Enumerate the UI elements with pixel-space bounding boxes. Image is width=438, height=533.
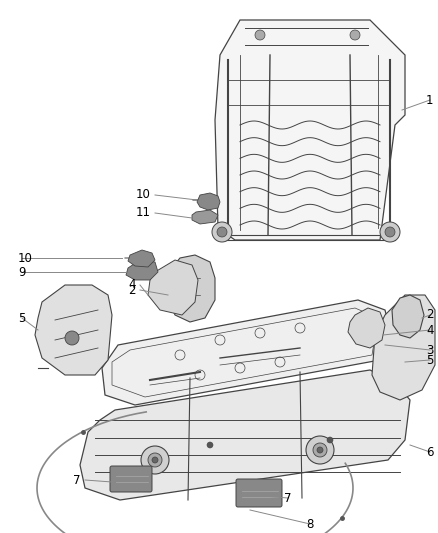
Circle shape (212, 222, 232, 242)
Polygon shape (168, 255, 215, 322)
FancyBboxPatch shape (110, 466, 152, 492)
Polygon shape (348, 308, 385, 348)
Polygon shape (392, 295, 424, 338)
Circle shape (380, 222, 400, 242)
Polygon shape (102, 300, 390, 405)
Circle shape (217, 227, 227, 237)
Polygon shape (148, 260, 198, 315)
Circle shape (327, 437, 333, 443)
Circle shape (207, 442, 213, 448)
Circle shape (152, 457, 158, 463)
Polygon shape (128, 250, 155, 267)
Polygon shape (197, 193, 220, 210)
Circle shape (313, 443, 327, 457)
Polygon shape (372, 295, 435, 400)
Text: 2: 2 (426, 309, 434, 321)
Circle shape (141, 446, 169, 474)
Circle shape (306, 436, 334, 464)
Circle shape (350, 30, 360, 40)
Text: 1: 1 (426, 93, 434, 107)
Circle shape (148, 453, 162, 467)
Text: 5: 5 (426, 353, 433, 367)
Text: 5: 5 (18, 311, 25, 325)
Text: 2: 2 (128, 284, 136, 296)
Circle shape (65, 331, 79, 345)
Text: 3: 3 (426, 343, 433, 357)
Text: 10: 10 (136, 189, 151, 201)
Text: 9: 9 (18, 265, 25, 279)
Text: 8: 8 (306, 518, 313, 530)
Text: 6: 6 (426, 446, 434, 458)
Text: 7: 7 (284, 491, 292, 505)
Polygon shape (126, 260, 158, 280)
Text: 4: 4 (426, 324, 434, 336)
Text: 10: 10 (18, 252, 33, 264)
Circle shape (255, 30, 265, 40)
Text: 4: 4 (128, 279, 136, 292)
Polygon shape (35, 285, 112, 375)
Circle shape (385, 227, 395, 237)
FancyBboxPatch shape (236, 479, 282, 507)
Text: 11: 11 (136, 206, 151, 220)
Polygon shape (192, 210, 218, 224)
Polygon shape (80, 370, 410, 500)
Circle shape (317, 447, 323, 453)
Polygon shape (215, 20, 405, 240)
Text: 7: 7 (74, 473, 81, 487)
